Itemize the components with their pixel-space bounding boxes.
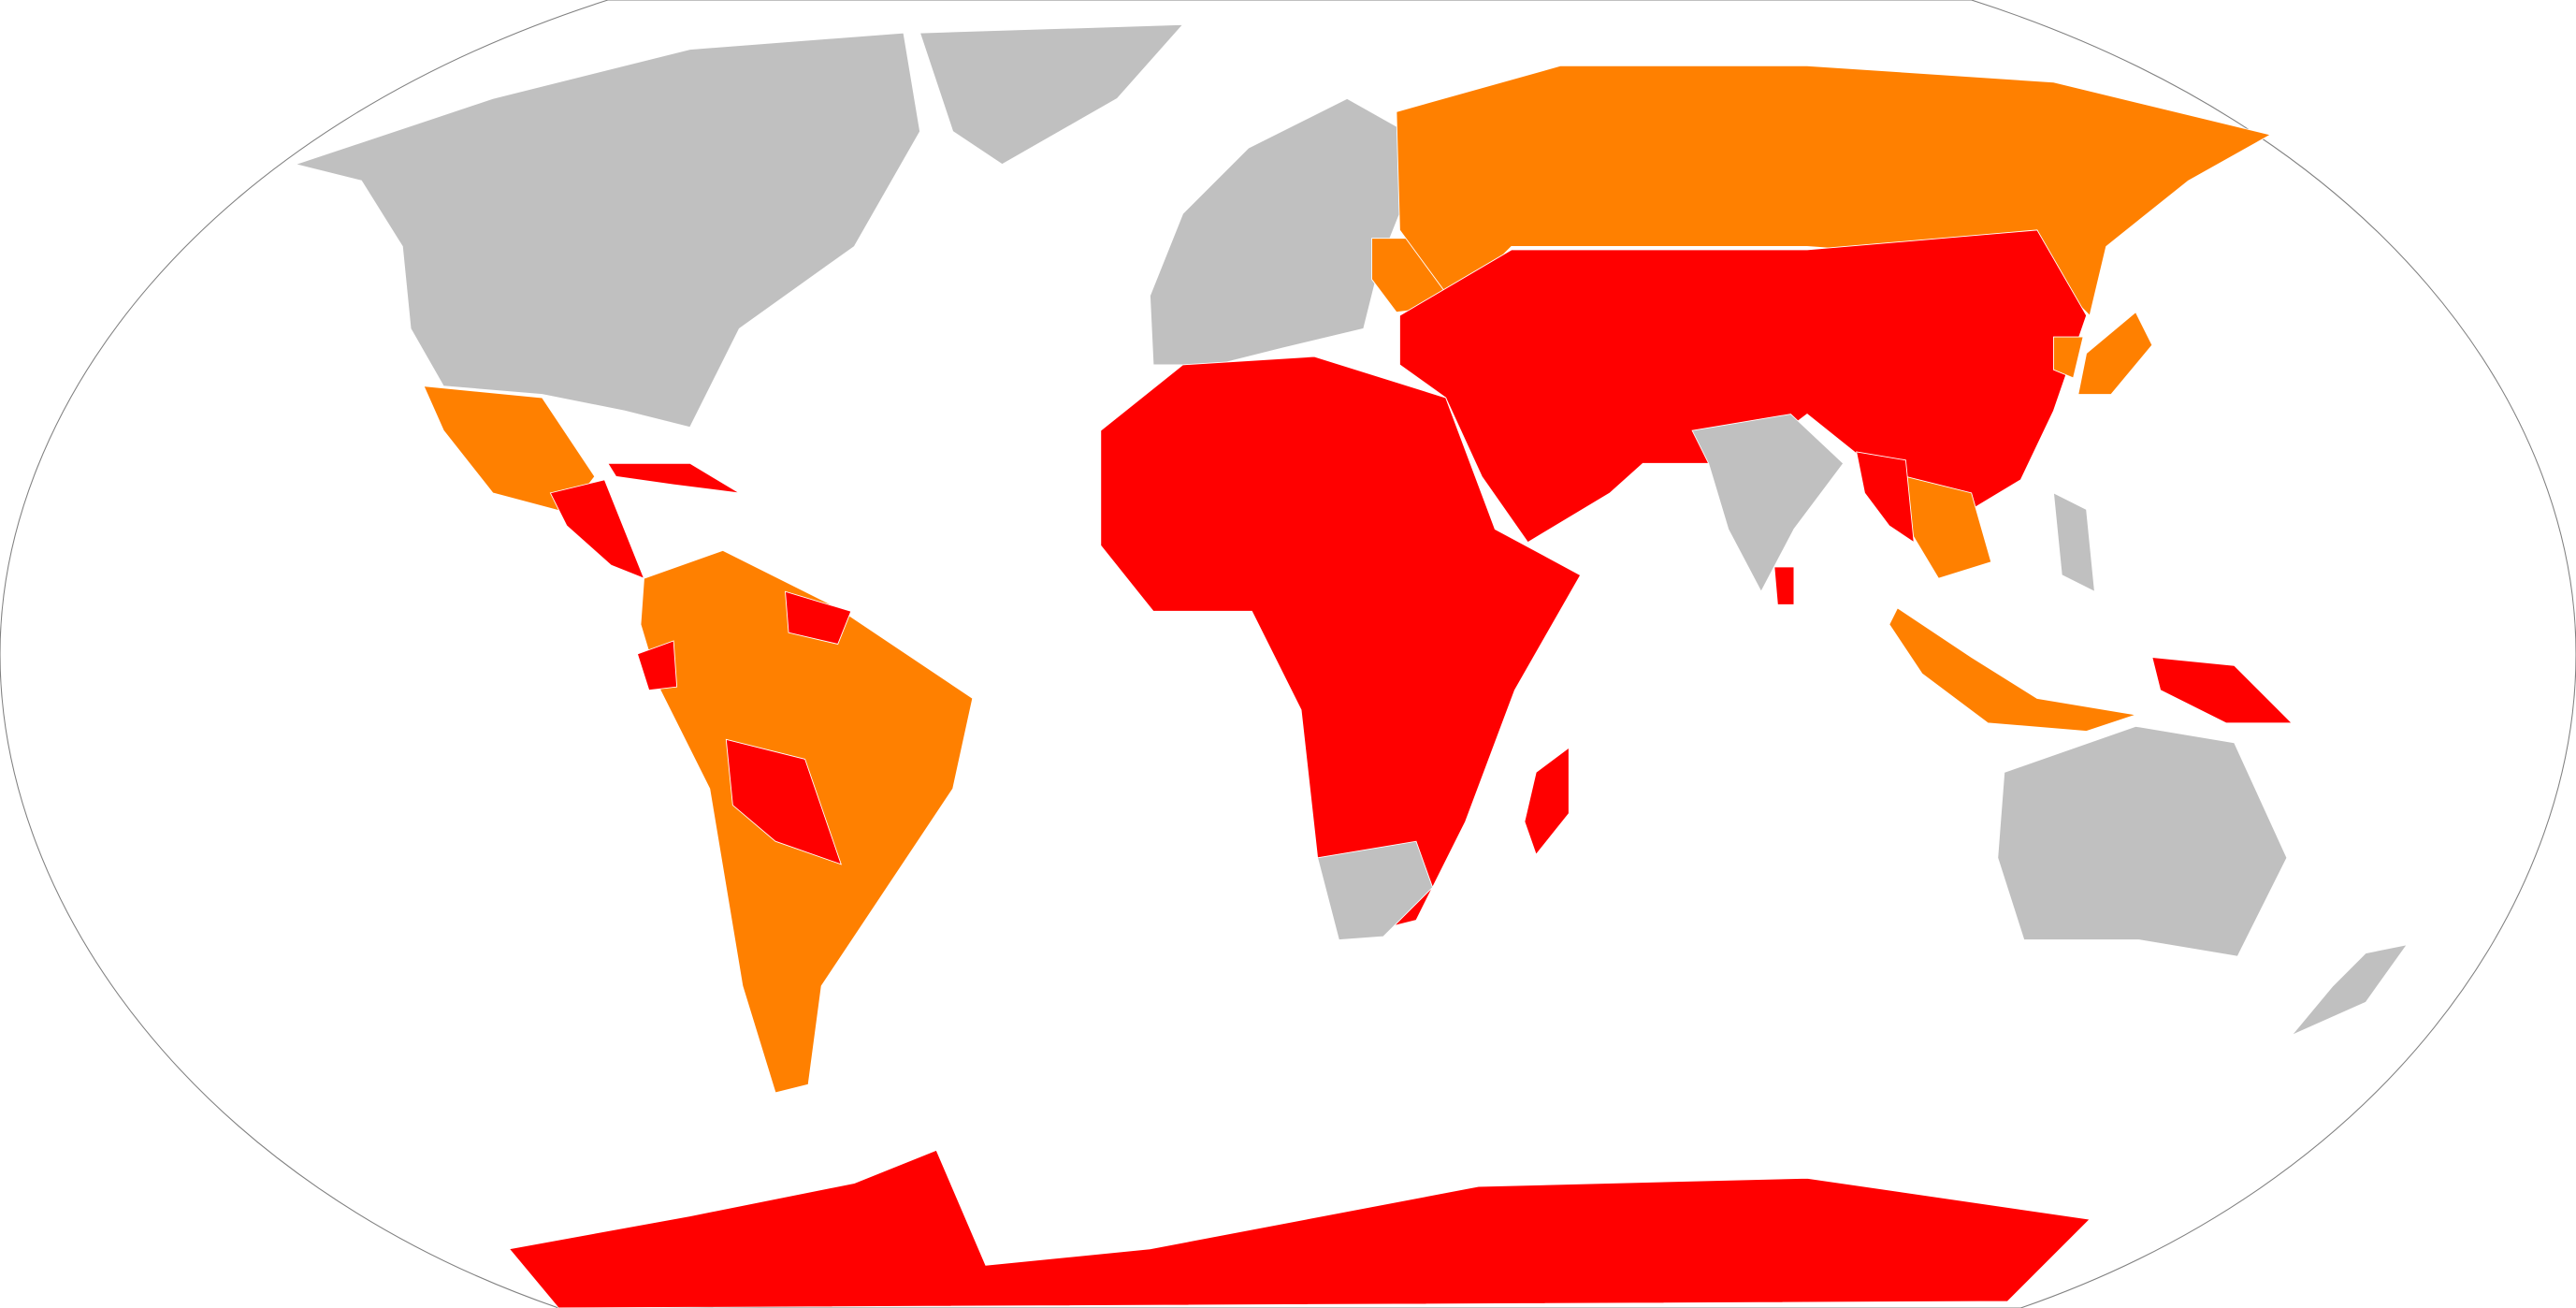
region-sri-lanka <box>1773 566 1795 605</box>
region-antarctica <box>508 1149 2091 1308</box>
region-new-zealand <box>2291 944 2409 1036</box>
region-ecuador <box>636 640 678 691</box>
region-indonesia <box>1889 607 2136 732</box>
region-guianas <box>785 590 852 645</box>
region-north-america <box>294 32 921 429</box>
region-southern-africa <box>1317 840 1434 941</box>
region-bolivia <box>725 738 842 865</box>
region-papua-new-guinea <box>2151 657 2294 724</box>
region-australia <box>1997 725 2288 957</box>
region-central-america <box>549 479 645 579</box>
region-japan <box>2077 312 2153 395</box>
region-india <box>1691 414 1845 593</box>
region-greenland <box>919 23 1184 166</box>
region-caribbean <box>607 462 740 494</box>
region-madagascar <box>1524 747 1570 856</box>
region-korea <box>2053 336 2084 379</box>
region-philippines <box>2052 492 2095 593</box>
region-myanmar <box>1856 451 1915 544</box>
region-africa <box>1100 356 1582 937</box>
